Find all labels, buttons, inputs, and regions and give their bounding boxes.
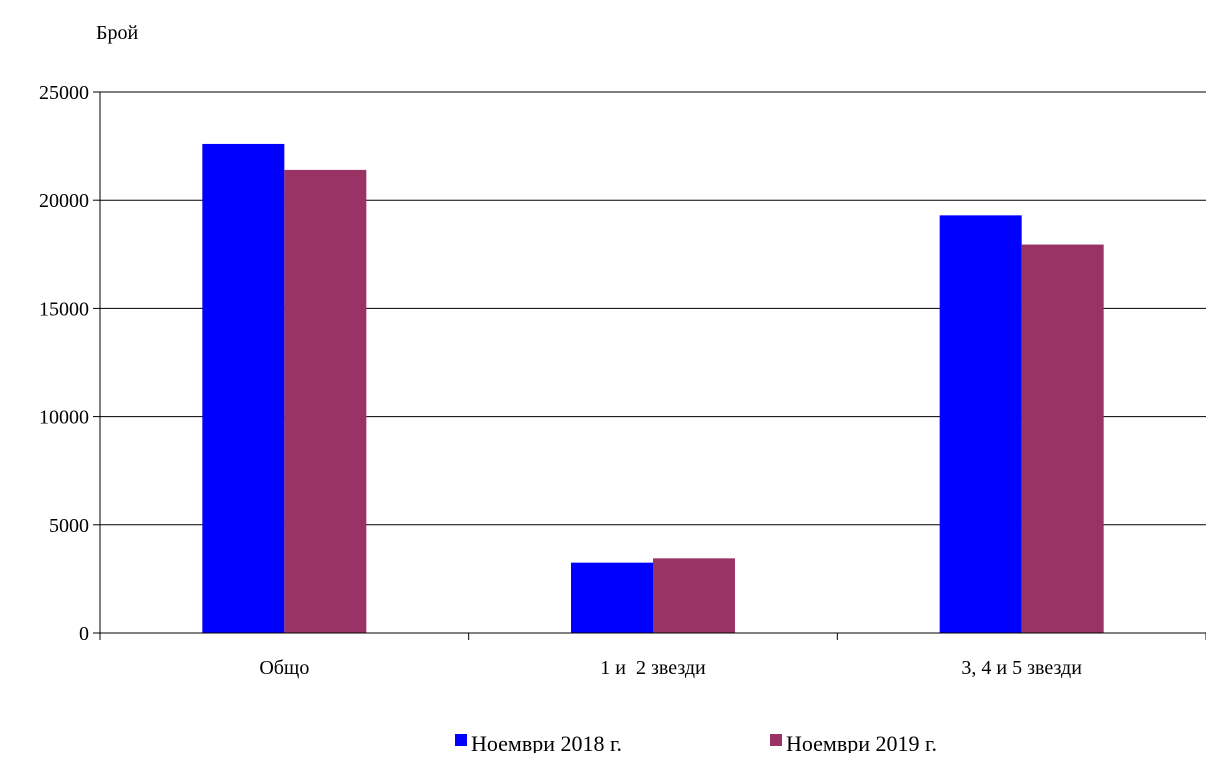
legend-swatch [455,734,467,746]
bar [1021,244,1104,633]
bar [939,215,1022,633]
legend-swatch [770,734,782,746]
bars [202,143,1104,634]
axes: 0 5000 10000 15000 20000 25000 Общо 1 и 2 звезд… [39,82,1206,679]
y-tick-label: 5000 [49,515,89,537]
y-tick-label: 0 [79,623,89,645]
y-tick-label: 10000 [39,407,89,429]
legend-label: Ноември 2018 г. [471,731,622,753]
legend-label: Ноември 2019 г. [786,731,937,753]
x-tick-label: Общо [259,657,309,679]
x-tick-label: 3, 4 и 5 звезди [961,657,1082,679]
bar [284,169,367,634]
y-axis-title: Брой [96,22,138,44]
y-tick-label: 25000 [39,82,89,104]
bar [653,558,735,633]
y-tick-label: 20000 [39,190,89,212]
bar [571,562,653,633]
x-tick-label: 1 и 2 звезди [600,657,706,679]
bar [202,143,285,633]
y-tick-label: 15000 [39,298,89,320]
legend: Ноември 2018 г. Ноември 2019 г. [455,731,937,756]
